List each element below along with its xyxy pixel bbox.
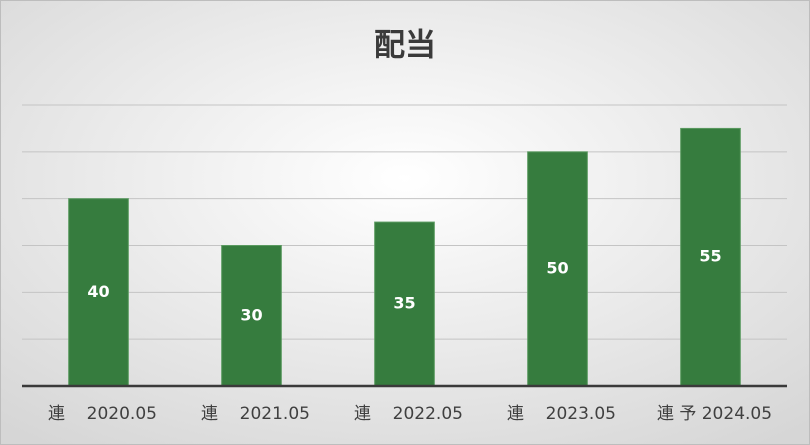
chart-title: 配当 bbox=[374, 28, 436, 64]
value-label: 35 bbox=[393, 294, 415, 313]
value-label: 55 bbox=[699, 247, 721, 266]
value-label: 40 bbox=[87, 282, 109, 301]
value-label: 50 bbox=[546, 258, 568, 277]
x-tick-label: 連 2020.05 bbox=[48, 404, 157, 424]
value-label: 30 bbox=[240, 305, 262, 324]
bar bbox=[68, 198, 129, 387]
bar bbox=[527, 151, 588, 387]
bar bbox=[374, 221, 435, 387]
bar bbox=[221, 245, 282, 387]
bar bbox=[680, 127, 741, 387]
x-tick-label: 連 2022.05 bbox=[354, 404, 463, 424]
x-tick-label: 連 予 2024.05 bbox=[657, 404, 772, 424]
x-tick-label: 連 2023.05 bbox=[507, 404, 616, 424]
x-tick-label: 連 2021.05 bbox=[201, 404, 310, 424]
